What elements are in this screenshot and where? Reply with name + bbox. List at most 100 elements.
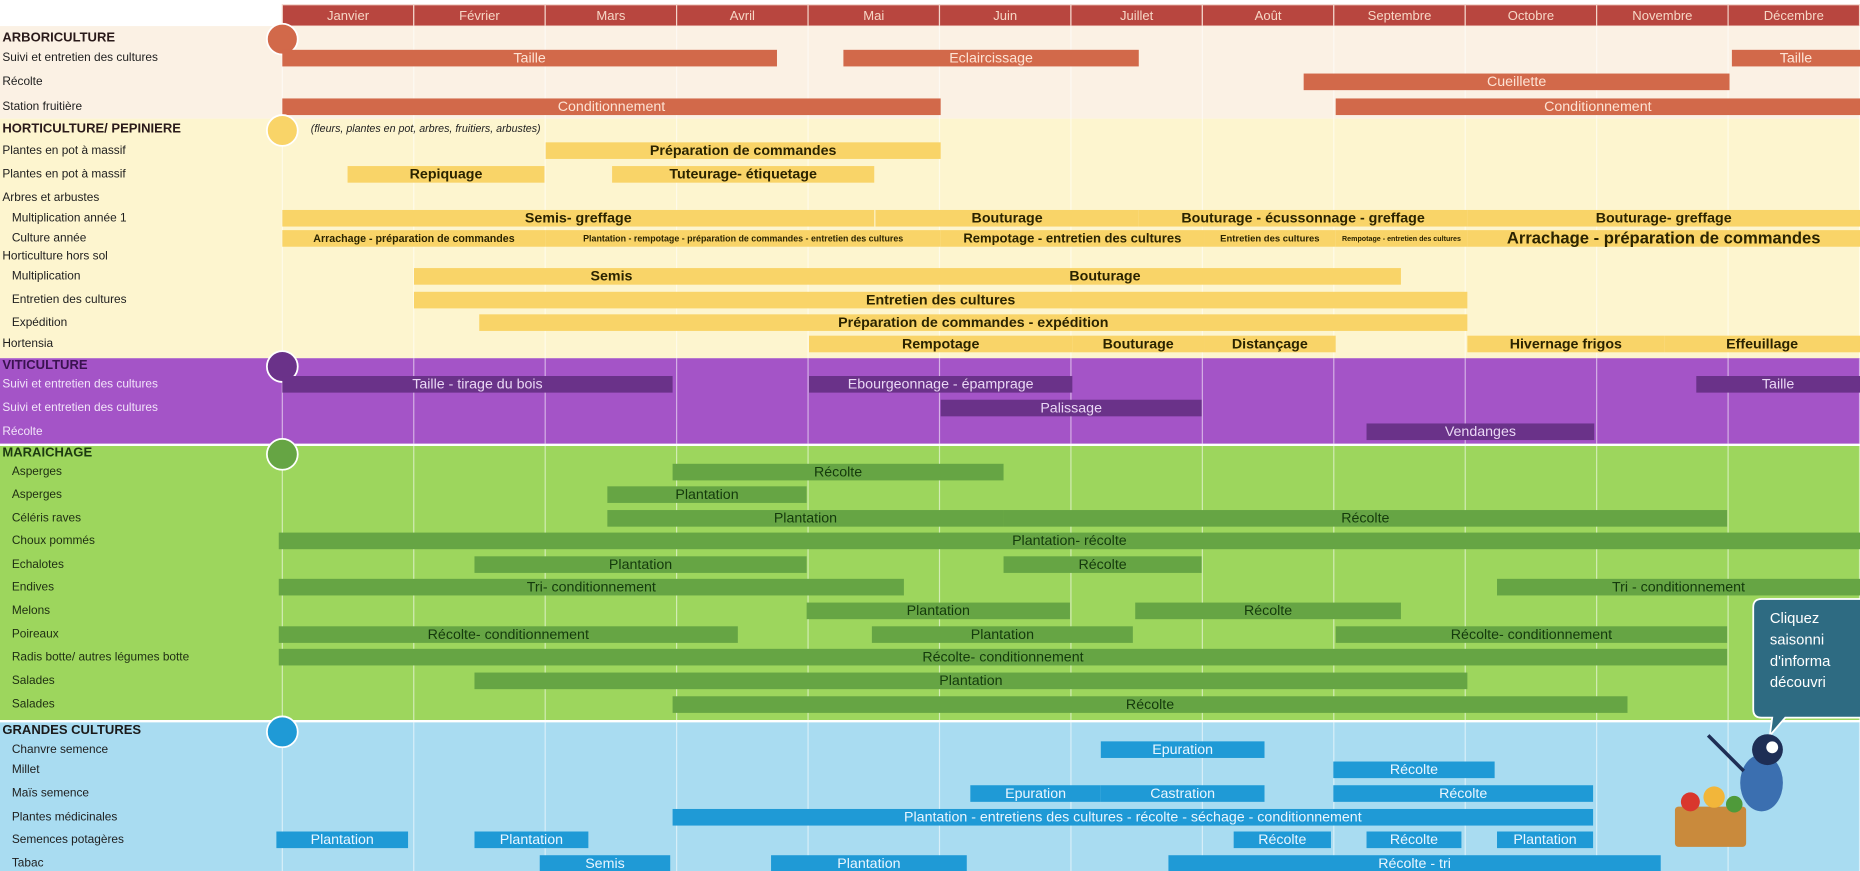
- activity-bar: [1664, 335, 1860, 353]
- activity-bar: [1696, 376, 1860, 393]
- activity-bar: [474, 831, 589, 849]
- activity-bar: [809, 376, 1073, 393]
- row-label: Semences potagères: [12, 832, 124, 846]
- month-label: Mai: [863, 8, 884, 23]
- activity-label: Plantation: [939, 673, 1002, 689]
- row-label: Arbres et arbustes: [2, 190, 99, 204]
- activity-label: Semis: [585, 856, 625, 871]
- activity-label: Récolte: [1390, 762, 1438, 778]
- section-title: VITICULTURE: [2, 357, 87, 372]
- activity-bar: [1497, 578, 1860, 596]
- activity-label: Arrachage - préparation de commandes: [1507, 228, 1821, 247]
- activity-label: Récolte: [1258, 832, 1306, 848]
- activity-bar: [545, 142, 941, 159]
- section-title: MARAICHAGE: [2, 445, 92, 460]
- row-label: Choux pommés: [12, 533, 95, 547]
- activity-bar: [612, 166, 875, 183]
- activity-label: Taille - tirage du bois: [412, 377, 542, 393]
- activity-bar: [282, 209, 875, 227]
- month-label: Novembre: [1632, 8, 1692, 23]
- section-icon: [266, 114, 299, 147]
- activity-label: Plantation: [837, 856, 900, 871]
- activity-label: Plantation: [500, 832, 563, 848]
- activity-bar: [871, 626, 1133, 643]
- activity-bar: [1333, 761, 1495, 779]
- activity-bar: [1168, 855, 1661, 871]
- mascot-eye: [1766, 741, 1779, 754]
- activity-bar: [1497, 831, 1594, 849]
- activity-label: Effeuillage: [1726, 336, 1798, 352]
- activity-bar: [278, 578, 904, 596]
- activity-bar: [1731, 49, 1860, 67]
- activity-label: Eclaircissage: [949, 50, 1033, 66]
- activity-label: Cueillette: [1487, 74, 1546, 90]
- activity-label: Bouturage: [972, 211, 1043, 227]
- row-label: Echalotes: [12, 557, 64, 571]
- row-label: Salades: [12, 673, 55, 687]
- mascot-fruit: [1703, 786, 1725, 808]
- activity-label: Tri- conditionnement: [527, 580, 656, 596]
- bubble-text: d'informa: [1770, 654, 1831, 670]
- activity-bar: [282, 49, 777, 67]
- activity-label: Taille: [1780, 50, 1812, 66]
- activity-bar: [940, 230, 1205, 247]
- mascot-crate: [1674, 806, 1747, 847]
- activity-label: Repiquage: [410, 167, 483, 183]
- section-title: GRANDES CULTURES: [2, 722, 141, 737]
- section-note: (fleurs, plantes en pot, arbres, fruitie…: [311, 123, 541, 135]
- activity-bar: [1333, 785, 1594, 802]
- activity-bar: [278, 626, 738, 643]
- month-label: Janvier: [327, 8, 370, 23]
- row-label: Millet: [12, 762, 40, 776]
- row-label: Hortensia: [2, 336, 53, 350]
- activity-bar: [1335, 230, 1468, 247]
- activity-bar: [1467, 209, 1860, 227]
- activity-label: Récolte: [1390, 832, 1438, 848]
- activity-bar: [1003, 510, 1728, 527]
- row-label: Plantes médicinales: [12, 809, 118, 823]
- activity-label: Récolte- conditionnement: [428, 627, 589, 643]
- activity-label: Plantation: [609, 557, 672, 573]
- activity-bar: [672, 808, 1594, 826]
- activity-label: Rempotage - entretien des cultures: [963, 230, 1181, 245]
- activity-bar: [1366, 831, 1462, 849]
- activity-label: Epuration: [1152, 742, 1213, 758]
- activity-bar: [1467, 230, 1860, 247]
- activity-bar: [282, 230, 546, 247]
- activity-bar: [474, 556, 807, 573]
- activity-bar: [474, 672, 1468, 690]
- month-label: Août: [1255, 8, 1282, 23]
- activity-label: Préparation de commandes: [650, 143, 837, 159]
- activity-bar: [276, 831, 409, 849]
- row-label: Plantes en pot à massif: [2, 167, 126, 181]
- activity-bar: [413, 268, 810, 285]
- activity-bar: [413, 291, 1468, 309]
- activity-bar: [843, 49, 1139, 67]
- row-label: Céléris raves: [12, 510, 81, 524]
- activity-label: Plantation: [907, 603, 970, 619]
- row-label: Radis botte/ autres légumes botte: [12, 649, 190, 663]
- activity-bar: [607, 510, 1004, 527]
- row-label: Endives: [12, 579, 54, 593]
- activity-bar: [1138, 209, 1468, 227]
- activity-bar: [809, 268, 1401, 285]
- activity-label: Bouturage: [1103, 336, 1174, 352]
- activity-bar: [1100, 741, 1265, 758]
- activity-bar: [672, 463, 1004, 481]
- activity-bar: [1003, 556, 1202, 573]
- row-label: Asperges: [12, 487, 62, 501]
- activity-bar: [672, 696, 1628, 713]
- row-label: Récolte: [2, 424, 43, 438]
- activity-bar: [278, 648, 1728, 666]
- activity-label: Tuteurage- étiquetage: [669, 167, 817, 183]
- row-label: Salades: [12, 697, 55, 711]
- bubble-text: découvri: [1770, 675, 1826, 691]
- row-label: Multiplication: [12, 269, 81, 283]
- activity-label: Récolte- conditionnement: [1451, 627, 1612, 643]
- mascot-body: [1740, 754, 1783, 812]
- activity-bar: [806, 602, 1070, 620]
- activity-bar: [607, 486, 807, 503]
- section-title: HORTICULTURE/ PEPINIERE: [2, 121, 181, 136]
